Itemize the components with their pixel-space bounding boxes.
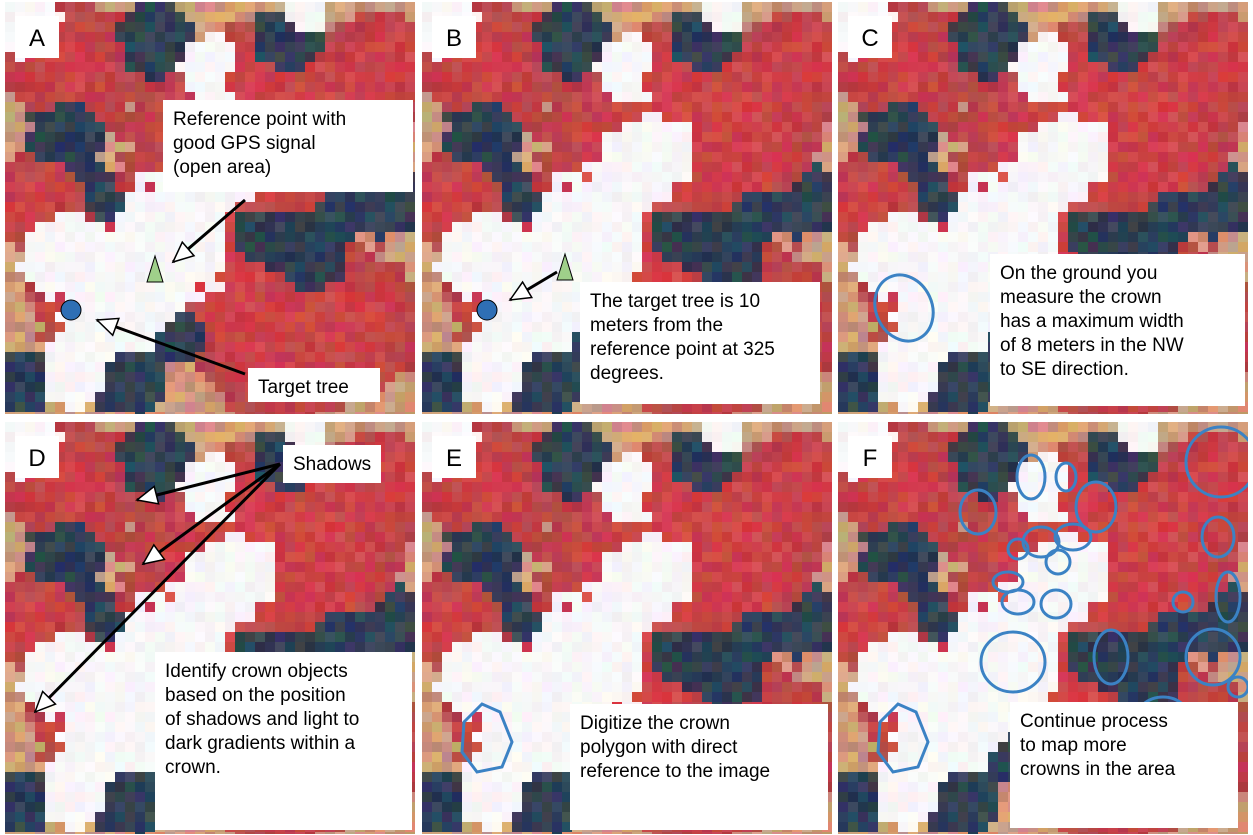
callout-text: (open area) <box>173 157 271 178</box>
callout-text: dark gradients within a <box>165 733 356 754</box>
panel-label: F <box>863 445 878 472</box>
callout-text: degrees. <box>590 363 664 384</box>
callout-text: Shadows <box>293 454 371 475</box>
satellite-image <box>5 2 415 422</box>
panel: B The target tree is 10 meters from the ref… <box>422 2 832 422</box>
callout-text: The target tree is 10 <box>590 291 760 312</box>
panel: C On the ground you measure the crown has a… <box>838 2 1248 422</box>
panel-image <box>5 2 415 422</box>
panel-label: E <box>446 445 462 472</box>
callout-text: On the ground you <box>1000 263 1157 284</box>
panel: E Digitize the crown polygon with direct re… <box>422 422 832 835</box>
callout-text: good GPS signal <box>173 133 316 154</box>
panel: A Reference point with good GPS signal (ope… <box>5 2 415 422</box>
panel-label: D <box>28 445 45 472</box>
callout-text: to map more <box>1020 735 1127 756</box>
panel: F Continue process to map more crowns in th… <box>838 422 1253 835</box>
panel-label: C <box>861 25 878 52</box>
callout-text: based on the position <box>165 685 346 706</box>
callout-text: Digitize the crown <box>580 713 730 734</box>
callout-text: reference point at 325 <box>590 339 775 360</box>
callout-text: crown. <box>165 757 221 778</box>
figure: A Reference point with good GPS signal (ope… <box>0 0 1253 835</box>
callout-text: has a maximum width <box>1000 311 1184 332</box>
panel: D Shadows Identify crown objects based on t… <box>5 422 415 835</box>
callout-text: Continue process <box>1020 711 1168 732</box>
panel-label: A <box>29 25 45 52</box>
panel-label: B <box>446 25 462 52</box>
callout-text: to SE direction. <box>1000 359 1129 380</box>
target-tree <box>61 300 81 320</box>
callout-text: Target tree <box>258 377 349 398</box>
callout-text: reference to the image <box>580 761 770 782</box>
callout-text: polygon with direct <box>580 737 738 758</box>
callout-text: Identify crown objects <box>165 661 348 682</box>
callout-text: measure the crown <box>1000 287 1162 308</box>
callout-text: of shadows and light to <box>165 709 359 730</box>
callout-text: of 8 meters in the NW <box>1000 335 1184 356</box>
target-tree <box>477 300 497 320</box>
callout-text: crowns in the area <box>1020 759 1176 780</box>
callout-text: Reference point with <box>173 109 346 130</box>
callout-text: meters from the <box>590 315 723 336</box>
